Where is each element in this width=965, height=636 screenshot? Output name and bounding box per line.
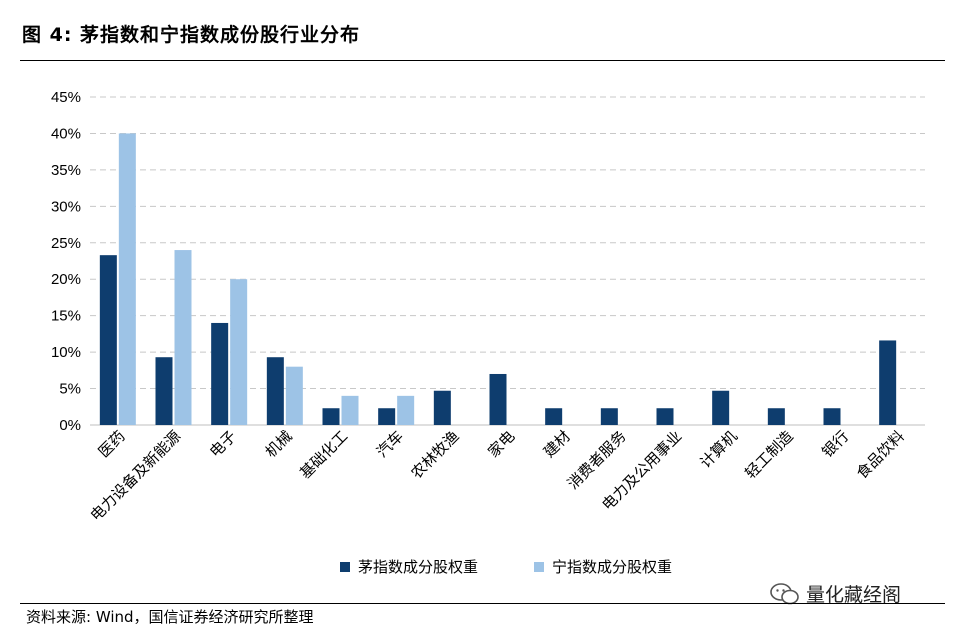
watermark-text: 量化藏经阁 — [806, 584, 902, 606]
wechat-icon — [770, 582, 799, 604]
x-tick-label: 计算机 — [696, 427, 741, 472]
bar-series-1 — [341, 395, 359, 425]
source-note: 资料来源: Wind，国信证券经济研究所整理 — [26, 608, 314, 626]
bar-series-0 — [879, 340, 897, 425]
x-tick-label: 家电 — [484, 427, 518, 461]
bar-series-0 — [99, 255, 117, 425]
y-tick-label: 5% — [59, 381, 81, 398]
x-tick-label: 食品饮料 — [853, 427, 908, 482]
x-tick-label: 农林牧渔 — [407, 427, 462, 482]
legend-swatch-ning — [534, 561, 545, 572]
bar-series-1 — [118, 133, 136, 425]
x-tick-label: 基础化工 — [296, 427, 351, 482]
x-tick-label: 医药 — [95, 427, 129, 461]
chart-legend: 茅指数成分股权重 宁指数成分股权重 — [340, 556, 672, 577]
figure-title: 图 4: 茅指数和宁指数成份股行业分布 — [22, 24, 361, 46]
legend-item-mao: 茅指数成分股权重 — [340, 556, 478, 577]
bar-series-1 — [285, 366, 303, 425]
bar-series-0 — [155, 357, 173, 425]
title-divider — [20, 60, 945, 61]
y-tick-label: 45% — [51, 89, 81, 106]
bar-series-0 — [322, 408, 340, 425]
y-tick-label: 30% — [51, 198, 81, 215]
x-tick-label: 银行 — [818, 427, 852, 461]
bar-series-0 — [211, 322, 229, 425]
legend-label-ning: 宁指数成分股权重 — [552, 558, 673, 576]
legend-swatch-mao — [340, 561, 350, 572]
bar-series-0 — [656, 408, 674, 425]
legend-label-mao: 茅指数成分股权重 — [358, 558, 479, 576]
bar-series-0 — [378, 408, 396, 425]
y-tick-label: 25% — [51, 235, 81, 252]
bar-series-0 — [266, 357, 284, 425]
bar-series-0 — [433, 390, 451, 425]
bar-series-0 — [489, 373, 507, 425]
x-tick-label: 电子 — [206, 427, 240, 461]
bar-series-0 — [545, 408, 563, 425]
bar-series-0 — [600, 408, 618, 425]
x-tick-label: 轻工制造 — [741, 427, 796, 482]
x-tick-label: 汽车 — [373, 427, 407, 461]
y-tick-label: 20% — [51, 271, 81, 288]
bar-series-1 — [230, 279, 248, 425]
bar-series-1 — [174, 250, 192, 425]
x-tick-label: 机械 — [262, 427, 296, 461]
y-tick-label: 40% — [51, 125, 81, 142]
bar-series-1 — [397, 395, 415, 425]
y-tick-label: 0% — [59, 417, 81, 434]
y-tick-label: 15% — [51, 308, 81, 325]
bar-series-0 — [823, 408, 841, 425]
watermark: 量化藏经阁 — [770, 580, 901, 607]
y-tick-label: 10% — [51, 344, 81, 361]
y-tick-label: 35% — [51, 162, 81, 179]
bar-series-0 — [712, 390, 730, 425]
x-tick-label: 建材 — [540, 427, 574, 461]
legend-item-ning: 宁指数成分股权重 — [534, 556, 672, 577]
bar-series-0 — [767, 408, 785, 425]
source-divider — [20, 603, 945, 604]
